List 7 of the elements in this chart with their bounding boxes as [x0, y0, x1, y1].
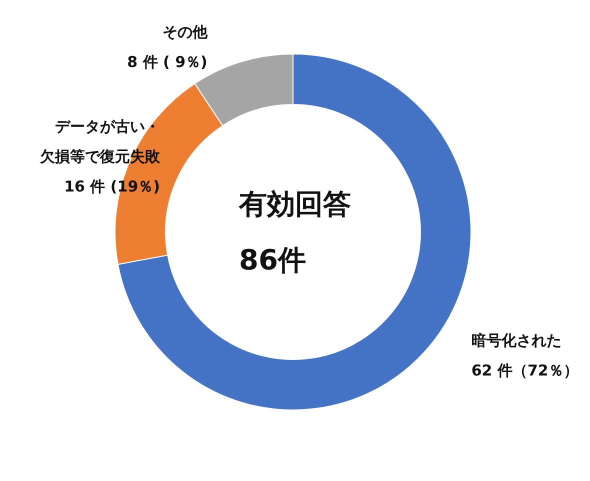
data-label: 62 件（72％） — [471, 361, 578, 380]
slice-label: その他 — [162, 23, 208, 42]
text: 有効回答 — [238, 188, 351, 220]
text: 86件 — [239, 244, 306, 276]
data-label: 8 件 ( 9％) — [127, 53, 208, 72]
slice-label: データが古い・欠損等で復元失敗 — [39, 118, 161, 166]
slice-label: 暗号化された — [471, 331, 562, 350]
